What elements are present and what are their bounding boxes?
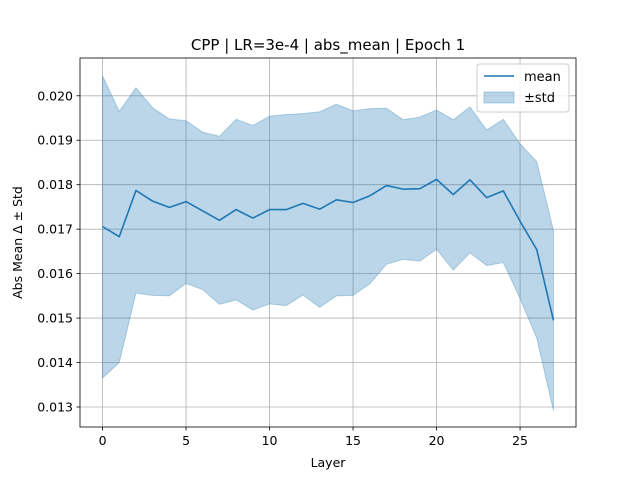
mean-line	[102, 178, 555, 321]
y-tick-label: 0.013	[37, 399, 73, 414]
legend-std-swatch	[483, 91, 515, 104]
y-axis-label: Abs Mean Δ ± Std	[10, 186, 25, 299]
x-tick-label: 5	[182, 433, 190, 448]
mean-line-layer	[102, 178, 555, 321]
plot-frame	[79, 57, 577, 428]
x-axis-label: Layer	[311, 455, 347, 470]
chart-title: CPP | LR=3e-4 | abs_mean | Epoch 1	[191, 36, 465, 55]
std-band-layer	[102, 75, 554, 411]
legend: mean ±std	[476, 63, 570, 113]
std-band	[102, 75, 554, 411]
y-tick-label: 0.016	[37, 266, 73, 281]
y-axis-ticks: 0.013 0.014 0.015 0.016 0.017 0.018 0.019 0.020	[37, 88, 80, 414]
x-tick-label: 25	[512, 433, 528, 448]
x-axis-ticks: 0 5 10 15 20 25	[99, 427, 528, 448]
y-tick-label: 0.014	[37, 355, 73, 370]
x-tick-label: 10	[262, 433, 278, 448]
x-tick-label: 15	[345, 433, 361, 448]
y-tick-label: 0.017	[37, 222, 73, 237]
y-tick-label: 0.018	[37, 177, 73, 192]
y-tick-label: 0.020	[37, 88, 73, 103]
y-tick-label: 0.019	[37, 133, 73, 148]
legend-std-label: ±std	[524, 91, 555, 106]
x-tick-label: 20	[429, 433, 445, 448]
legend-mean-label: mean	[524, 70, 561, 85]
y-tick-label: 0.015	[37, 311, 73, 326]
x-tick-label: 0	[99, 433, 107, 448]
